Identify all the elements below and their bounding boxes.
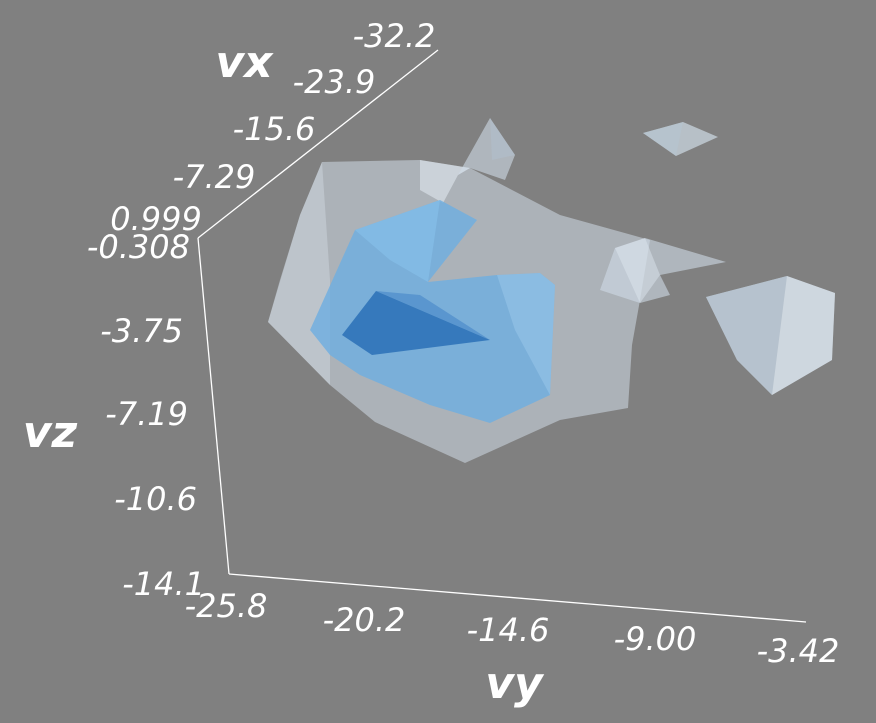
vz-axis-line [197, 237, 230, 575]
vz-tick: -7.19 [105, 395, 188, 433]
inner-surface-facet [497, 273, 555, 395]
inner-surface-facet [355, 200, 440, 282]
vx-tick: -15.6 [233, 110, 316, 148]
outer-shell-facet [420, 160, 470, 203]
vx-tick: -32.2 [353, 17, 436, 55]
vx-axis-line [197, 49, 439, 239]
blob-right-facet [772, 276, 835, 395]
vx-tick: 0.999 [110, 200, 202, 238]
isosurface [268, 118, 835, 463]
vy-tick: -3.42 [757, 632, 840, 670]
vx-ticks: -32.2 -23.9 -15.6 -7.29 0.999 [110, 17, 435, 238]
vx-axis-title: vx [215, 37, 274, 88]
cavity-facet [376, 291, 490, 340]
vy-tick: -9.00 [614, 620, 697, 658]
vy-axis-line [228, 573, 807, 623]
vz-tick: -3.75 [100, 312, 183, 350]
vz-axis-title: vz [23, 407, 78, 458]
outer-shell-facet [268, 162, 330, 385]
vz-tick: -14.1 [122, 565, 205, 603]
spike-facet [490, 118, 515, 160]
vy-ticks: -25.8 -20.2 -14.6 -9.00 -3.42 [185, 587, 840, 670]
blob-right-facet [706, 276, 787, 395]
vx-tick: -23.9 [293, 63, 376, 101]
vy-axis-title: vy [485, 658, 545, 709]
axes [197, 49, 807, 623]
spike [458, 118, 515, 180]
vz-tick: -10.6 [114, 480, 197, 518]
right-lobe [600, 238, 726, 303]
right-lobe-facet [615, 238, 660, 303]
cavity [342, 291, 490, 355]
vz-tick: -0.308 [87, 228, 190, 266]
vz-ticks: -0.308 -3.75 -7.19 -10.6 -14.1 [87, 228, 205, 603]
vx-tick: -7.29 [173, 158, 256, 196]
vy-tick: -20.2 [323, 601, 406, 639]
vy-tick: -25.8 [185, 587, 268, 625]
blob-small-facet [643, 122, 683, 156]
vy-tick: -14.6 [467, 611, 550, 649]
